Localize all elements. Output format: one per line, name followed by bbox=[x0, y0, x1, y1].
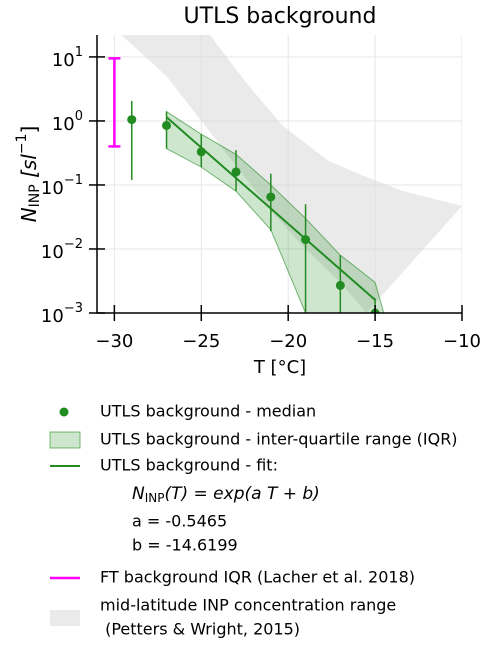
x-tick-label: −15 bbox=[356, 331, 394, 352]
formula-part: (T) = exp(a T + b) bbox=[164, 484, 319, 504]
y-tick-label: 10−2 bbox=[41, 236, 83, 263]
tick-base: 10 bbox=[52, 50, 75, 71]
legend-param: b = -14.6199 bbox=[132, 536, 238, 555]
legend-marker bbox=[49, 431, 81, 449]
formula-part: N bbox=[132, 484, 145, 504]
y-label-part: N bbox=[17, 207, 41, 222]
tick-exponent: 0 bbox=[75, 108, 83, 123]
tick-exponent: −1 bbox=[64, 172, 83, 187]
legend-marker bbox=[59, 407, 69, 417]
y-axis-label: NINP [sl−1] bbox=[14, 126, 43, 223]
x-tick-label: −30 bbox=[95, 331, 133, 352]
tick-base: 10 bbox=[41, 178, 64, 199]
legend-label: (Petters & Wright, 2015) bbox=[100, 620, 300, 639]
y-label-part: −1 bbox=[14, 134, 30, 155]
median-point bbox=[335, 280, 345, 290]
median-point bbox=[231, 167, 241, 177]
range-area bbox=[97, 35, 462, 313]
median-point bbox=[162, 120, 172, 130]
legend-formula: NINP(T) = exp(a T + b) bbox=[132, 484, 320, 505]
formula-part: INP bbox=[145, 491, 165, 505]
x-tick-label: −10 bbox=[443, 331, 481, 352]
y-tick-label: 10−3 bbox=[41, 301, 83, 328]
y-label-part: INP bbox=[27, 184, 43, 207]
tick-base: 10 bbox=[41, 242, 64, 263]
x-axis-label: T [°C] bbox=[253, 357, 306, 378]
plot-area bbox=[97, 35, 462, 313]
y-tick-label: 101 bbox=[52, 44, 83, 71]
tick-exponent: −2 bbox=[64, 236, 83, 251]
x-tick-label: −25 bbox=[182, 331, 220, 352]
legend-label: FT background IQR (Lacher et al. 2018) bbox=[100, 568, 415, 587]
tick-exponent: −3 bbox=[64, 301, 83, 316]
median-point bbox=[196, 147, 206, 157]
y-tick-label: 10−1 bbox=[41, 172, 83, 199]
legend-label: mid-latitude INP concentration range bbox=[100, 596, 396, 615]
legend-label: UTLS background - inter-quartile range (… bbox=[100, 430, 458, 449]
tick-base: 10 bbox=[41, 306, 64, 327]
legend-label: UTLS background - fit: bbox=[100, 456, 278, 475]
median-point bbox=[266, 192, 276, 202]
x-tick-label: −20 bbox=[269, 331, 307, 352]
median-point bbox=[127, 115, 137, 125]
legend-marker bbox=[50, 610, 80, 626]
chart-title: UTLS background bbox=[184, 4, 377, 29]
tick-base: 10 bbox=[52, 114, 75, 135]
y-label-part: ] bbox=[17, 126, 41, 134]
median-point bbox=[301, 235, 311, 245]
legend-param: a = -0.5465 bbox=[132, 512, 227, 531]
tick-exponent: 1 bbox=[75, 44, 83, 59]
y-tick-label: 100 bbox=[52, 108, 83, 135]
y-label-part: [sl bbox=[17, 154, 41, 185]
legend-label: UTLS background - median bbox=[100, 402, 316, 421]
